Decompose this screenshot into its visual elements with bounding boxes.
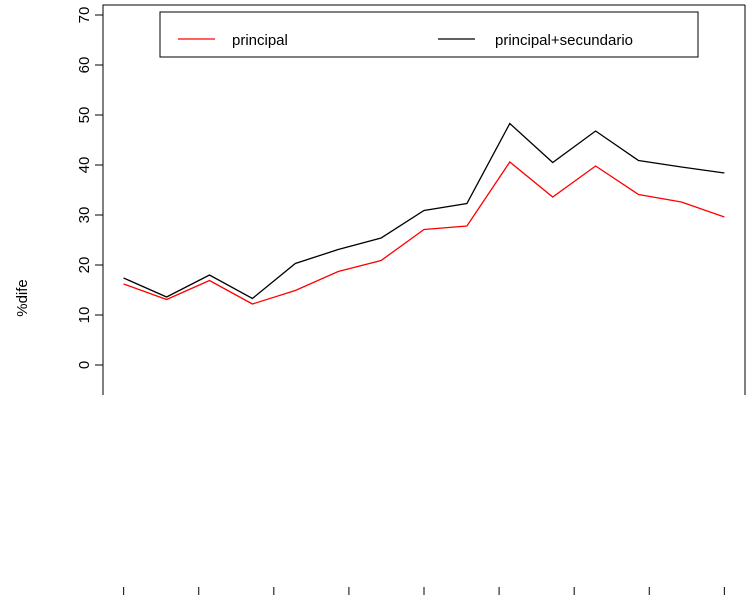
plot-frame	[102, 4, 746, 395]
y-tick-label: 40	[76, 157, 93, 174]
legend-label-principal: principal	[232, 32, 288, 49]
y-tick-label: 20	[76, 257, 93, 274]
y-tick-label: 0	[76, 361, 93, 369]
y-tick-label: 70	[76, 7, 93, 24]
y-tick-label: 50	[76, 107, 93, 124]
y-tick-label: 30	[76, 207, 93, 224]
plot-border	[102, 4, 745, 395]
y-tick-label: 60	[76, 57, 93, 74]
legend-box	[159, 11, 699, 58]
y-axis: 0 10 20 30 40 50 60 70	[76, 7, 103, 369]
series-line-principal-secundario	[123, 122, 725, 300]
y-axis-label: %dife	[14, 279, 31, 317]
legend-label-principal-secundario: principal+secundario	[495, 32, 633, 49]
series-line-principal	[123, 161, 725, 305]
series-lines	[123, 122, 725, 305]
legend: principal principal+secundario	[159, 11, 699, 58]
x-axis	[123, 587, 725, 595]
y-tick-label: 10	[76, 307, 93, 324]
